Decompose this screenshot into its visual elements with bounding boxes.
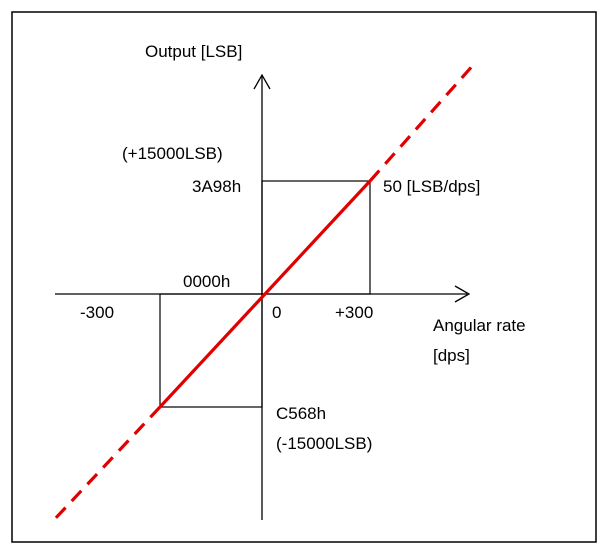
transfer-line-solid (158, 179, 372, 409)
diagram-frame (11, 11, 597, 543)
x-axis-label-line2: [dps] (433, 346, 470, 365)
positive-output-decimal: (+15000LSB) (122, 144, 223, 163)
positive-output-hex: 3A98h (192, 177, 241, 196)
x-axis-label-line1: Angular rate (433, 316, 526, 335)
sensitivity-label: 50 [LSB/dps] (383, 177, 480, 196)
y-axis-label: Output [LSB] (145, 42, 242, 61)
x-axis-arrow (454, 285, 471, 303)
negative-output-hex: C568h (276, 404, 326, 423)
origin-hex-label: 0000h (183, 272, 230, 291)
transfer-line-dashed-upper (368, 61, 477, 183)
negative-reference-box (159, 293, 263, 408)
x-negative-tick: -300 (80, 303, 114, 322)
y-axis-arrow (253, 73, 271, 90)
x-positive-tick: +300 (335, 303, 373, 322)
origin-value-label: 0 (272, 303, 281, 322)
negative-output-decimal: (-15000LSB) (276, 434, 372, 453)
positive-reference-box (261, 180, 371, 295)
transfer-line-dashed-lower (50, 405, 162, 524)
